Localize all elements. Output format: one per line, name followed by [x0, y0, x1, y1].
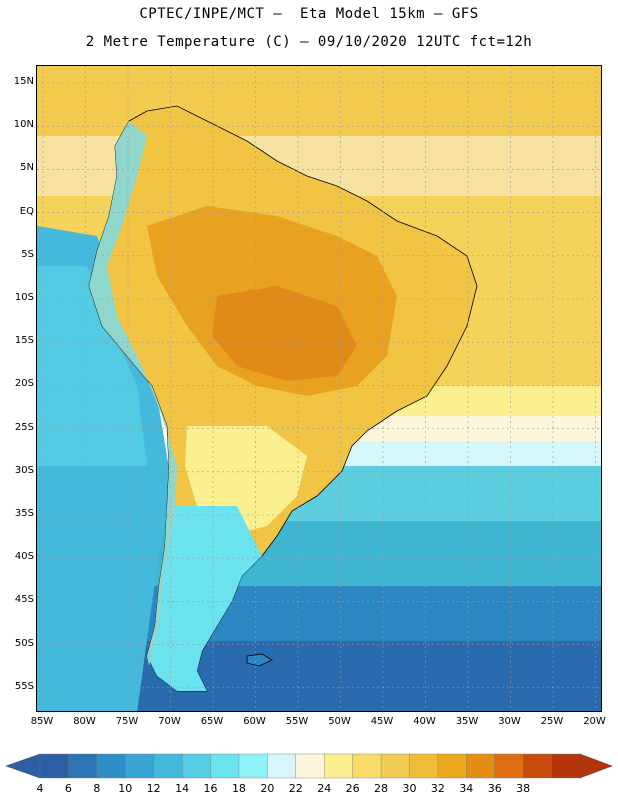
- colorbar-label: 18: [231, 782, 246, 795]
- colorbar-label: 36: [487, 782, 502, 795]
- lat-label: 10S: [14, 292, 34, 303]
- pacific-cyan-region: [37, 266, 147, 466]
- lon-label: 50W: [328, 716, 351, 727]
- colorbar-label: 28: [374, 782, 389, 795]
- graticule: [37, 66, 601, 711]
- lat-label: 30S: [14, 464, 34, 476]
- lat-label: 20S: [14, 378, 34, 390]
- lon-label: 35W: [455, 716, 479, 727]
- colorbar-swatch: [551, 753, 581, 779]
- colorbar-swatch: [409, 753, 439, 779]
- colorbar-swatch: [153, 753, 183, 779]
- colorbar-swatch: [466, 753, 496, 779]
- colorbar-swatch: [380, 753, 411, 779]
- colorbar-label: 8: [93, 782, 101, 795]
- title-line-2: 2 Metre Temperature (C) – 09/10/2020 12U…: [85, 34, 533, 50]
- colorbar-label: 14: [175, 782, 190, 795]
- colorbar-swatch: [295, 753, 325, 779]
- colorbar-swatch: [522, 753, 553, 779]
- colorbar-label: 6: [64, 782, 72, 795]
- lon-label: 20W: [583, 716, 606, 727]
- colorbar-right-arrow: [579, 753, 613, 779]
- lon-label: 70W: [158, 716, 181, 727]
- lat-label: 15S: [14, 335, 34, 347]
- colorbar-swatch: [352, 753, 382, 779]
- title-line-1: CPTEC/INPE/MCT – Eta Model 15km – GFS: [139, 6, 479, 22]
- colorbar-label: 30: [402, 782, 417, 795]
- lat-label: 35S: [14, 508, 34, 519]
- colorbar-label: 24: [317, 782, 332, 795]
- patagonia-cyan-region: [147, 506, 262, 691]
- colorbar-label: 32: [430, 782, 445, 795]
- colorbar-label: 4: [36, 782, 44, 795]
- lat-label: 5N: [20, 162, 34, 174]
- lat-label: 55S: [14, 680, 34, 692]
- colorbar-label: 34: [459, 782, 474, 795]
- lon-label: 40W: [413, 716, 436, 727]
- lon-label: 45W: [370, 716, 394, 727]
- falkland-islands: [246, 653, 273, 667]
- lat-label: 10N: [13, 119, 34, 131]
- colorbar-left-arrow: [5, 753, 41, 779]
- colorbar: [5, 753, 613, 779]
- temperature-map: [37, 66, 601, 711]
- lon-label: 55W: [285, 716, 309, 727]
- lat-label: 5S: [21, 248, 34, 260]
- lon-label: 60W: [243, 716, 266, 727]
- central-hottest-region: [212, 286, 357, 381]
- colorbar-swatch: [324, 753, 354, 779]
- colorbar-swatch: [68, 753, 98, 779]
- lat-label: 50S: [14, 637, 34, 649]
- colorbar-swatch: [125, 753, 155, 779]
- lon-label: 75W: [115, 716, 139, 727]
- lat-label: 25S: [14, 421, 34, 433]
- colorbar-label: 22: [288, 782, 303, 795]
- lon-label: 80W: [73, 716, 96, 727]
- colorbar-swatch: [437, 753, 468, 779]
- colorbar-label: 16: [203, 782, 218, 795]
- lat-label: EQ: [19, 205, 34, 217]
- lat-label: 40S: [14, 551, 34, 563]
- colorbar-swatch: [267, 753, 297, 779]
- colorbar-label: 12: [146, 782, 161, 795]
- map-panel: [36, 65, 602, 712]
- colorbar-label: 38: [516, 782, 531, 795]
- lat-label: 15N: [13, 76, 34, 87]
- colorbar-swatch: [494, 753, 524, 779]
- colorbar-swatch: [96, 753, 126, 779]
- lon-label: 65W: [200, 716, 224, 727]
- colorbar-swatch: [181, 753, 212, 779]
- colorbar-label: 20: [260, 782, 275, 795]
- lon-label: 25W: [540, 716, 564, 727]
- lon-label: 85W: [30, 716, 54, 727]
- lon-label: 30W: [498, 716, 521, 727]
- colorbar-swatch: [39, 753, 70, 779]
- colorbar-swatch: [210, 753, 240, 779]
- colorbar-label: 26: [345, 782, 360, 795]
- colorbar-label: 10: [118, 782, 133, 795]
- colorbar-swatch: [238, 753, 269, 779]
- lat-label: 45S: [14, 594, 34, 606]
